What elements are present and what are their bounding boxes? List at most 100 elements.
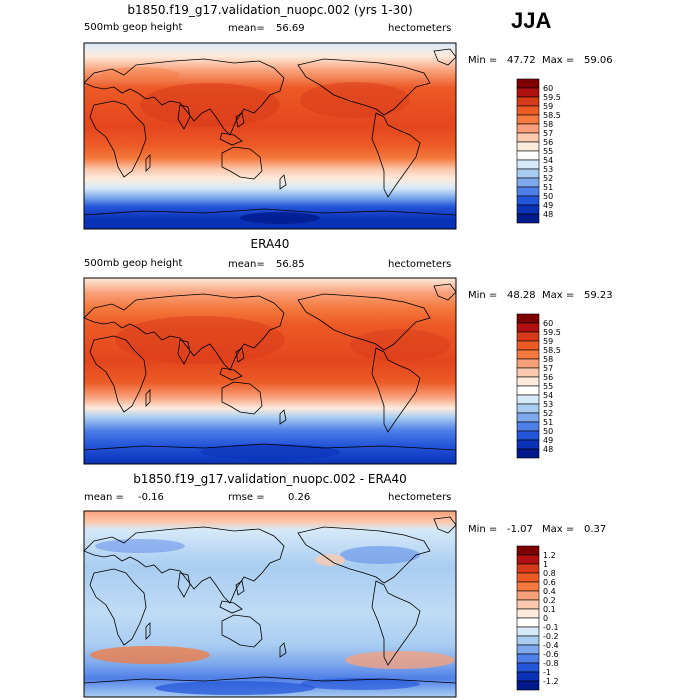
panel-1-max-value: 59.06	[584, 55, 613, 66]
colorbar-swatch	[516, 385, 540, 396]
colorbar-swatch	[516, 159, 540, 170]
panel-3-min-value: -1.07	[507, 524, 533, 535]
colorbar-swatch	[516, 581, 540, 592]
panel-3-rmse-label: rmse =	[228, 492, 265, 503]
colorbar-swatch	[516, 367, 540, 378]
panel-1-min-value: 47.72	[507, 55, 536, 66]
colorbar-swatch	[516, 123, 540, 134]
colorbar-tick-label: 0.6	[543, 578, 556, 587]
colorbar-tick-label: 0	[543, 614, 548, 623]
colorbar-swatch	[516, 563, 540, 574]
panel-3-mean-value: -0.16	[138, 492, 164, 503]
panel-2-mean-label: mean=	[228, 259, 265, 270]
colorbar-swatch	[516, 599, 540, 610]
colorbar-tick-label: 0.8	[543, 569, 556, 578]
colorbar-tick-label: 53	[543, 165, 553, 174]
colorbar-swatch	[516, 545, 540, 556]
colorbar-tick-label: 48	[543, 445, 553, 454]
colorbar-tick-label: 0.1	[543, 605, 556, 614]
colorbar-swatch	[516, 617, 540, 628]
panel-1-field: 500mb geop height	[84, 22, 183, 33]
colorbar-tick-label: 58.5	[543, 111, 561, 120]
panel-3-title: b1850.f19_g17.validation_nuopc.002 - ERA…	[133, 472, 407, 486]
panel-2-max-label: Max =	[542, 290, 575, 301]
colorbar-swatch	[516, 150, 540, 161]
colorbar-swatch	[516, 132, 540, 143]
colorbar-swatch	[516, 626, 540, 637]
colorbar-swatch	[516, 403, 540, 414]
colorbar-tick-label: 48	[543, 210, 553, 219]
colorbar-swatch	[516, 394, 540, 405]
colorbar-swatch	[516, 430, 540, 441]
colorbar-swatch	[516, 554, 540, 565]
panel-2-max-value: 59.23	[584, 290, 613, 301]
colorbar-tick-label: 52	[543, 174, 553, 183]
colorbar-tick-label: 55	[543, 147, 553, 156]
colorbar-tick-label: -0.1	[543, 623, 559, 632]
colorbar-tick-label: 58.5	[543, 346, 561, 355]
colorbar-tick-label: 49	[543, 436, 553, 445]
colorbar-tick-label: 56	[543, 138, 553, 147]
colorbar-tick-label: 56	[543, 373, 553, 382]
colorbar-swatch	[516, 186, 540, 197]
colorbar-swatch	[516, 177, 540, 188]
colorbar-tick-label: 51	[543, 183, 553, 192]
colorbar-tick-label: 59	[543, 337, 553, 346]
colorbar-swatch	[516, 376, 540, 387]
panel-2-min-value: 48.28	[507, 290, 536, 301]
colorbar-swatch	[516, 680, 540, 691]
colorbar-tick-label: 60	[543, 84, 553, 93]
colorbar-tick-label: 50	[543, 427, 553, 436]
colorbar-swatch	[516, 608, 540, 619]
panel-3-mean-label: mean =	[84, 492, 124, 503]
colorbar-tick-label: -1.2	[543, 677, 559, 686]
colorbar-swatch	[516, 78, 540, 89]
colorbar-tick-label: 49	[543, 201, 553, 210]
panel-2-field: 500mb geop height	[84, 258, 183, 269]
panel-2-map	[83, 277, 457, 465]
colorbar-tick-label: 57	[543, 364, 553, 373]
colorbar-swatch	[516, 331, 540, 342]
panel-3-map	[83, 510, 457, 698]
colorbar-tick-label: 54	[543, 391, 553, 400]
colorbar-tick-label: 58	[543, 355, 553, 364]
colorbar-tick-label: 50	[543, 192, 553, 201]
colorbar-tick-label: 52	[543, 409, 553, 418]
colorbar-swatch	[516, 322, 540, 333]
colorbar-tick-label: -0.8	[543, 659, 559, 668]
panel-1-title: b1850.f19_g17.validation_nuopc.002 (yrs …	[127, 3, 413, 17]
panel-1-max-label: Max =	[542, 55, 575, 66]
colorbar-swatch	[516, 644, 540, 655]
panel-3-max-label: Max =	[542, 524, 575, 535]
colorbar-swatch	[516, 439, 540, 450]
panel-2-mean-value: 56.85	[276, 259, 305, 270]
colorbar-swatch	[516, 213, 540, 224]
colorbar-swatch	[516, 340, 540, 351]
colorbar-swatch	[516, 448, 540, 459]
colorbar-tick-label: 1	[543, 560, 548, 569]
colorbar-tick-label: 60	[543, 319, 553, 328]
colorbar-tick-label: 55	[543, 382, 553, 391]
panel-1-map	[83, 42, 457, 230]
colorbar-tick-label: -0.6	[543, 650, 559, 659]
colorbar-swatch	[516, 590, 540, 601]
colorbar-swatch	[516, 662, 540, 673]
panel-1-mean-value: 56.69	[276, 23, 305, 34]
colorbar-tick-label: 0.4	[543, 587, 556, 596]
colorbar-tick-label: 57	[543, 129, 553, 138]
panel-3-min-label: Min =	[468, 524, 498, 535]
colorbar-tick-label: 59	[543, 102, 553, 111]
panel-2-title: ERA40	[250, 237, 290, 251]
colorbar-tick-label: 54	[543, 156, 553, 165]
colorbar-swatch	[516, 96, 540, 107]
colorbar-swatch	[516, 168, 540, 179]
colorbar-swatch	[516, 349, 540, 360]
colorbar-swatch	[516, 105, 540, 116]
panel-1-mean-label: mean=	[228, 23, 265, 34]
panel-3-max-value: 0.37	[584, 524, 607, 535]
colorbar-tick-label: 59.5	[543, 93, 561, 102]
colorbar-swatch	[516, 204, 540, 215]
colorbar-tick-label: 59.5	[543, 328, 561, 337]
